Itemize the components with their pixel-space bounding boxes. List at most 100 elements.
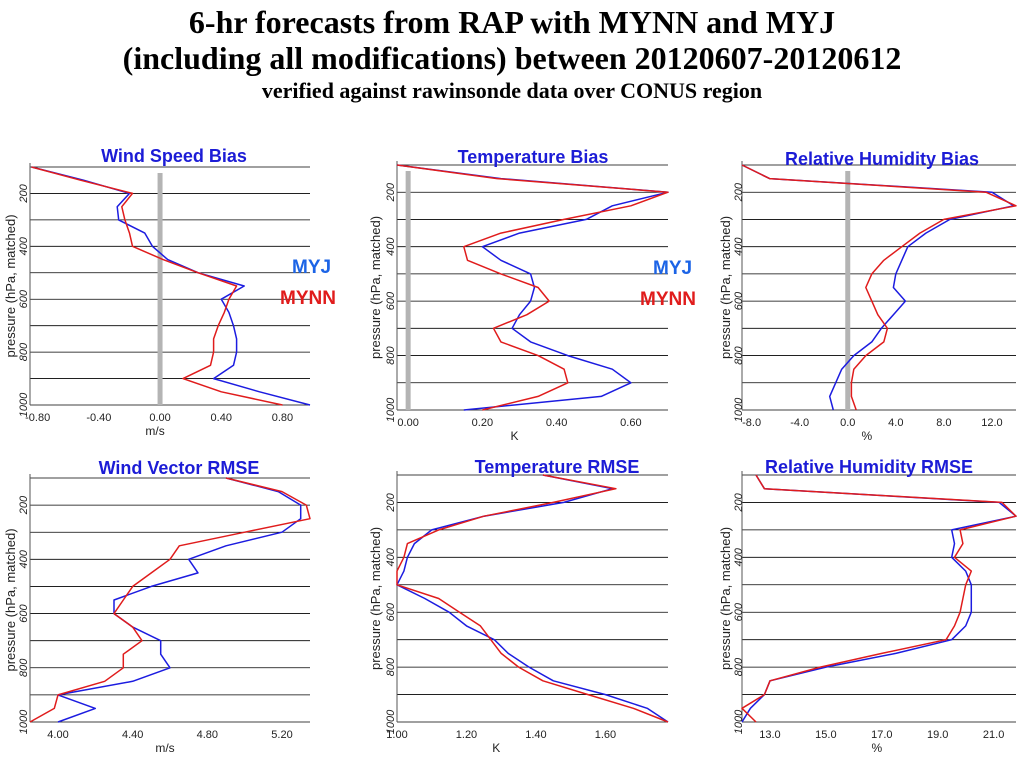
legend-myj-1: MYJ — [292, 257, 332, 278]
y-axis-label: pressure (hPa, matched) — [718, 527, 733, 670]
main-title-line-2: (including all modifications) between 20… — [122, 40, 902, 76]
x-tick-label: 4.0 — [888, 417, 903, 429]
x-tick-label: 13.0 — [759, 729, 780, 741]
x-tick-label: 0.80 — [272, 412, 293, 424]
x-tick-label: 1.60 — [595, 729, 616, 741]
x-axis-label: K — [492, 741, 500, 755]
x-axis-label: K — [510, 429, 518, 443]
x-tick-label: 1.00 — [386, 729, 407, 741]
series-line-mynn — [31, 166, 283, 406]
x-tick-label: 4.40 — [122, 729, 143, 741]
y-tick-label: 600 — [18, 603, 30, 622]
legend-myj-2: MYJ — [653, 258, 693, 279]
series-line-mynn — [396, 164, 669, 411]
chart-panel-5: Temperature RMSE pressure (hPa, matched)2… — [368, 457, 669, 755]
series-line-myj — [57, 477, 302, 723]
y-tick-label: 1000 — [733, 709, 745, 734]
y-tick-label: 600 — [733, 291, 745, 310]
x-tick-label: 1.40 — [525, 729, 546, 741]
y-tick-label: 200 — [18, 183, 30, 203]
chart-title: Temperature RMSE — [475, 457, 640, 477]
x-tick-label: 1.20 — [456, 729, 477, 741]
chart-title: Wind Speed Bias — [101, 146, 247, 166]
series-line-myj — [396, 164, 669, 411]
chart-title: Relative Humidity RMSE — [765, 457, 973, 477]
chart-title: Wind Vector RMSE — [99, 458, 260, 478]
x-tick-label: 5.20 — [271, 729, 292, 741]
x-tick-label: 0.0 — [840, 417, 855, 429]
y-tick-label: 800 — [18, 342, 30, 361]
y-axis-label: pressure (hPa, matched) — [718, 216, 733, 359]
x-tick-label: 12.0 — [981, 417, 1002, 429]
y-tick-label: 600 — [733, 602, 745, 621]
series-line-mynn — [29, 477, 311, 723]
chart-panel-6: Relative Humidity RMSE pressure (hPa, mat… — [718, 457, 1017, 755]
y-tick-label: 200 — [385, 182, 397, 202]
x-tick-label: -0.40 — [86, 412, 111, 424]
y-tick-label: 800 — [385, 345, 397, 364]
y-tick-label: 600 — [385, 291, 397, 310]
x-tick-label: 0.00 — [397, 417, 418, 429]
x-tick-label: 0.40 — [211, 412, 232, 424]
y-axis-label: pressure (hPa, matched) — [3, 214, 18, 357]
x-tick-label: 0.00 — [149, 412, 170, 424]
y-tick-label: 400 — [385, 237, 397, 256]
chart-panel-3: Relative Humidity Bias pressure (hPa, mat… — [718, 149, 1017, 443]
x-tick-label: -0.80 — [25, 412, 50, 424]
chart-panel-1: Wind Speed Bias pressure (hPa, matched)20… — [3, 146, 311, 438]
x-tick-label: 0.60 — [620, 417, 641, 429]
y-tick-label: 800 — [733, 345, 745, 364]
x-axis-label: m/s — [155, 741, 174, 755]
series-line-mynn — [396, 474, 669, 723]
x-tick-label: 0.40 — [546, 417, 567, 429]
x-tick-label: -4.0 — [790, 417, 809, 429]
y-tick-label: 400 — [733, 237, 745, 256]
y-tick-label: 200 — [18, 495, 30, 515]
chart-title: Relative Humidity Bias — [785, 149, 979, 169]
series-line-myj — [31, 166, 311, 406]
y-tick-label: 400 — [385, 547, 397, 566]
x-axis-label: % — [861, 429, 872, 443]
y-axis-label: pressure (hPa, matched) — [368, 527, 383, 670]
main-title-line-1: 6-hr forecasts from RAP with MYNN and MY… — [188, 4, 836, 40]
y-tick-label: 400 — [733, 547, 745, 566]
y-tick-label: 400 — [18, 549, 30, 568]
x-tick-label: 4.00 — [47, 729, 68, 741]
x-tick-label: 4.80 — [197, 729, 218, 741]
series-line-myj — [741, 474, 1017, 723]
x-axis-label: % — [871, 741, 882, 755]
y-tick-label: 200 — [385, 492, 397, 512]
series-line-myj — [741, 164, 1015, 411]
y-axis-label: pressure (hPa, matched) — [368, 216, 383, 359]
x-tick-label: 0.20 — [472, 417, 493, 429]
y-tick-label: 400 — [18, 236, 30, 255]
x-tick-label: 17.0 — [871, 729, 892, 741]
series-line-mynn — [741, 474, 1017, 723]
x-tick-label: 19.0 — [927, 729, 948, 741]
y-tick-label: 600 — [385, 602, 397, 621]
chart-panel-2: Temperature Bias pressure (hPa, matched)2… — [368, 147, 669, 443]
y-tick-label: 800 — [385, 657, 397, 676]
title-block: 6-hr forecasts from RAP with MYNN and MY… — [0, 4, 1024, 104]
y-tick-label: 1000 — [18, 392, 30, 417]
series-line-mynn — [741, 164, 1017, 411]
x-tick-label: 21.0 — [983, 729, 1004, 741]
x-axis-label: m/s — [145, 424, 164, 438]
legend-mynn-2: MYNN — [640, 289, 696, 310]
y-axis-label: pressure (hPa, matched) — [3, 528, 18, 671]
y-tick-label: 200 — [733, 492, 745, 512]
chart-title: Temperature Bias — [458, 147, 609, 167]
y-tick-label: 1000 — [733, 397, 745, 422]
y-tick-label: 1000 — [385, 397, 397, 422]
chart-panel-4: Wind Vector RMSE pressure (hPa, matched)2… — [3, 458, 311, 755]
y-tick-label: 1000 — [18, 709, 30, 734]
x-tick-label: -8.0 — [742, 417, 761, 429]
x-tick-label: 8.0 — [936, 417, 951, 429]
y-tick-label: 200 — [733, 182, 745, 202]
y-tick-label: 800 — [733, 657, 745, 676]
subtitle: verified against rawinsonde data over CO… — [261, 78, 763, 103]
y-tick-label: 800 — [18, 658, 30, 677]
y-tick-label: 600 — [18, 289, 30, 308]
x-tick-label: 15.0 — [815, 729, 836, 741]
